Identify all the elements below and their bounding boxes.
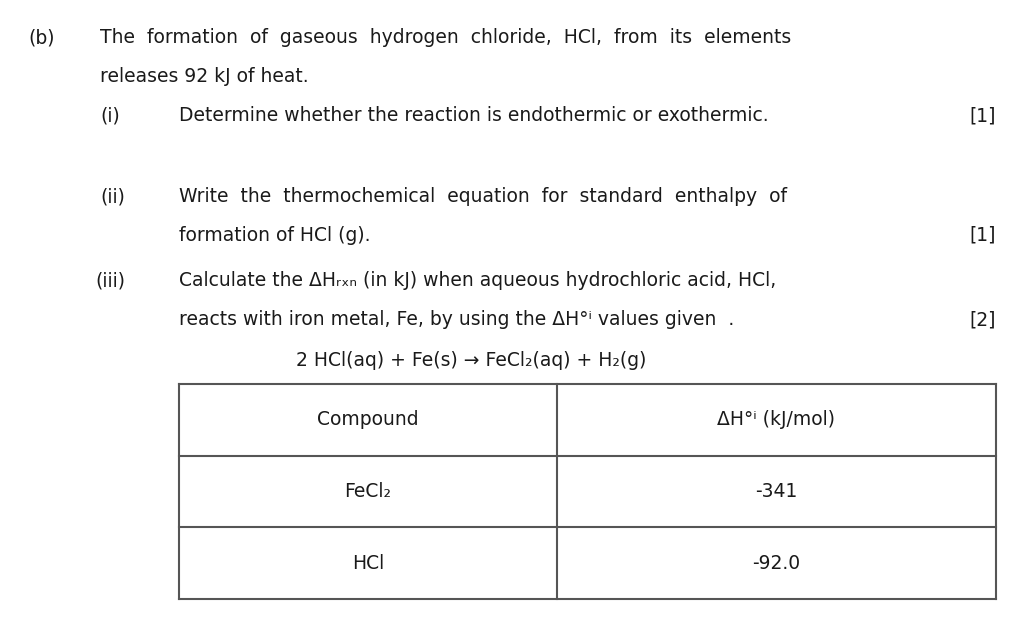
Text: -341: -341 bbox=[755, 482, 797, 501]
Text: releases 92 kJ of heat.: releases 92 kJ of heat. bbox=[100, 67, 310, 85]
Text: The  formation  of  gaseous  hydrogen  chloride,  HCl,  from  its  elements: The formation of gaseous hydrogen chlori… bbox=[100, 28, 791, 47]
Text: Determine whether the reaction is endothermic or exothermic.: Determine whether the reaction is endoth… bbox=[179, 106, 769, 125]
Text: (b): (b) bbox=[29, 28, 55, 47]
Text: (iii): (iii) bbox=[95, 271, 125, 290]
Text: 2 HCl(aq) + Fe(s) → FeCl₂(aq) + H₂(g): 2 HCl(aq) + Fe(s) → FeCl₂(aq) + H₂(g) bbox=[296, 351, 647, 369]
Text: Compound: Compound bbox=[317, 410, 419, 429]
Text: [1]: [1] bbox=[970, 106, 996, 125]
Text: ΔH°ⁱ (kJ/mol): ΔH°ⁱ (kJ/mol) bbox=[718, 410, 835, 429]
Text: [1]: [1] bbox=[970, 226, 996, 245]
Text: Write  the  thermochemical  equation  for  standard  enthalpy  of: Write the thermochemical equation for st… bbox=[179, 187, 787, 206]
Text: (i): (i) bbox=[100, 106, 120, 125]
Text: -92.0: -92.0 bbox=[752, 553, 801, 573]
Text: HCl: HCl bbox=[352, 553, 384, 573]
Text: reacts with iron metal, Fe, by using the ΔH°ⁱ values given  .: reacts with iron metal, Fe, by using the… bbox=[179, 310, 735, 329]
Text: [2]: [2] bbox=[970, 310, 996, 329]
Text: (ii): (ii) bbox=[100, 187, 125, 206]
Text: Calculate the ΔHᵣₓₙ (in kJ) when aqueous hydrochloric acid, HCl,: Calculate the ΔHᵣₓₙ (in kJ) when aqueous… bbox=[179, 271, 777, 290]
Text: FeCl₂: FeCl₂ bbox=[344, 482, 392, 501]
Text: formation of HCl (g).: formation of HCl (g). bbox=[179, 226, 371, 245]
